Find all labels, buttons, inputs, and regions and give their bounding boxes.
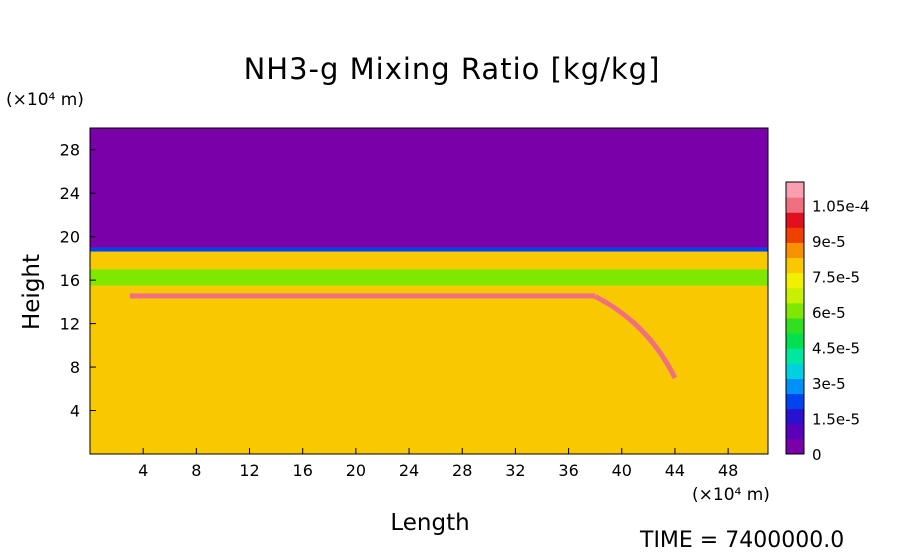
x-tick-label: 36	[558, 461, 578, 480]
x-tick-label: 12	[239, 461, 259, 480]
y-tick-label: 12	[60, 315, 80, 334]
chart-title: NH3-g Mixing Ratio [kg/kg]	[243, 52, 661, 86]
x-tick-label: 20	[346, 461, 366, 480]
x-tick-label: 48	[718, 461, 738, 480]
x-tick-label: 32	[505, 461, 525, 480]
colorbar-tick-label: 1.05e-4	[812, 198, 870, 216]
x-tick-label: 4	[138, 461, 148, 480]
x-tick-label: 44	[665, 461, 685, 480]
x-tick-label: 40	[612, 461, 632, 480]
colorbar-tick-label: 3e-5	[812, 375, 846, 393]
colorbar-swatch	[786, 393, 804, 410]
colorbar-swatch	[786, 423, 804, 440]
x-axis-label: Length	[390, 510, 470, 536]
colorbar-swatch	[786, 257, 804, 274]
colorbar-frame	[785, 181, 805, 455]
x-tick-label: 8	[191, 461, 201, 480]
colorbar-swatch	[786, 212, 804, 228]
y-tick-label: 20	[60, 228, 80, 247]
colorbar-tick-label: 1.5e-5	[812, 411, 860, 429]
x-tick-label: 16	[293, 461, 313, 480]
field-boundary-edge	[90, 247, 768, 252]
colorbar-tick-label: 9e-5	[812, 233, 846, 251]
y-tick-label: 16	[60, 271, 80, 290]
colorbar-tick-label: 7.5e-5	[812, 269, 860, 287]
x-tick-label: 24	[399, 461, 419, 480]
colorbar-swatch	[786, 378, 804, 395]
colorbar-tick-label: 6e-5	[812, 304, 846, 322]
plot-frame	[89, 127, 769, 455]
colorbar-swatch	[786, 363, 804, 379]
colorbar-swatch	[786, 227, 804, 243]
y-tick-label: 24	[60, 184, 80, 203]
y-tick-label: 8	[70, 358, 80, 377]
colorbar-swatch	[786, 408, 804, 425]
colorbar-swatch	[786, 438, 804, 455]
colorbar-swatch	[786, 242, 804, 259]
x-tick-label: 28	[452, 461, 472, 480]
field-upper-domain	[90, 128, 768, 248]
field-green-band	[90, 269, 768, 286]
colorbar-swatch	[786, 348, 804, 364]
colorbar-swatch	[786, 197, 804, 213]
colorbar-swatch	[786, 272, 804, 289]
field-red-ridge	[129, 293, 596, 299]
colorbar-swatch	[786, 182, 804, 198]
colorbar-swatch	[786, 333, 804, 349]
x-axis-unit: (×10⁴ m)	[692, 485, 770, 505]
y-tick-label: 28	[60, 141, 80, 160]
colorbar-swatch	[786, 287, 804, 304]
colorbar-tick-label: 4.5e-5	[812, 340, 860, 358]
colorbar-swatch	[786, 302, 804, 319]
colorbar-tick-label: 0	[812, 446, 822, 464]
colorbar-swatch	[786, 318, 804, 334]
field-red-plume	[594, 294, 678, 380]
y-tick-label: 4	[70, 402, 80, 421]
y-axis-unit: (×10⁴ m)	[6, 90, 84, 110]
